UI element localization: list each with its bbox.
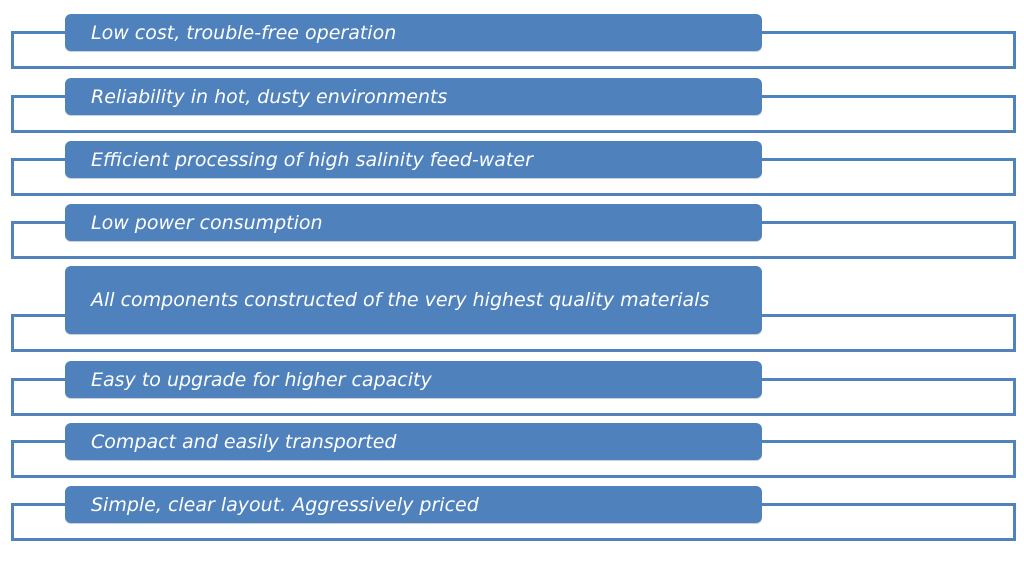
feature-label: Low power consumption [91,211,323,234]
feature-bar: Simple, clear layout. Aggressively price… [65,486,762,523]
feature-label: Compact and easily transported [91,430,397,453]
feature-bar: Low power consumption [65,204,762,241]
feature-bar: Easy to upgrade for higher capacity [65,361,762,398]
feature-label: Low cost, trouble-free operation [91,21,397,44]
feature-label: All components constructed of the very h… [91,289,710,311]
feature-label: Simple, clear layout. Aggressively price… [91,493,479,516]
feature-bar: All components constructed of the very h… [65,266,762,334]
feature-label: Efficient processing of high salinity fe… [91,148,533,171]
feature-label: Easy to upgrade for higher capacity [91,368,432,391]
feature-bar: Efficient processing of high salinity fe… [65,141,762,178]
feature-bar: Low cost, trouble-free operation [65,14,762,51]
feature-label: Reliability in hot, dusty environments [91,85,448,108]
feature-bar: Compact and easily transported [65,423,762,460]
feature-bar: Reliability in hot, dusty environments [65,78,762,115]
